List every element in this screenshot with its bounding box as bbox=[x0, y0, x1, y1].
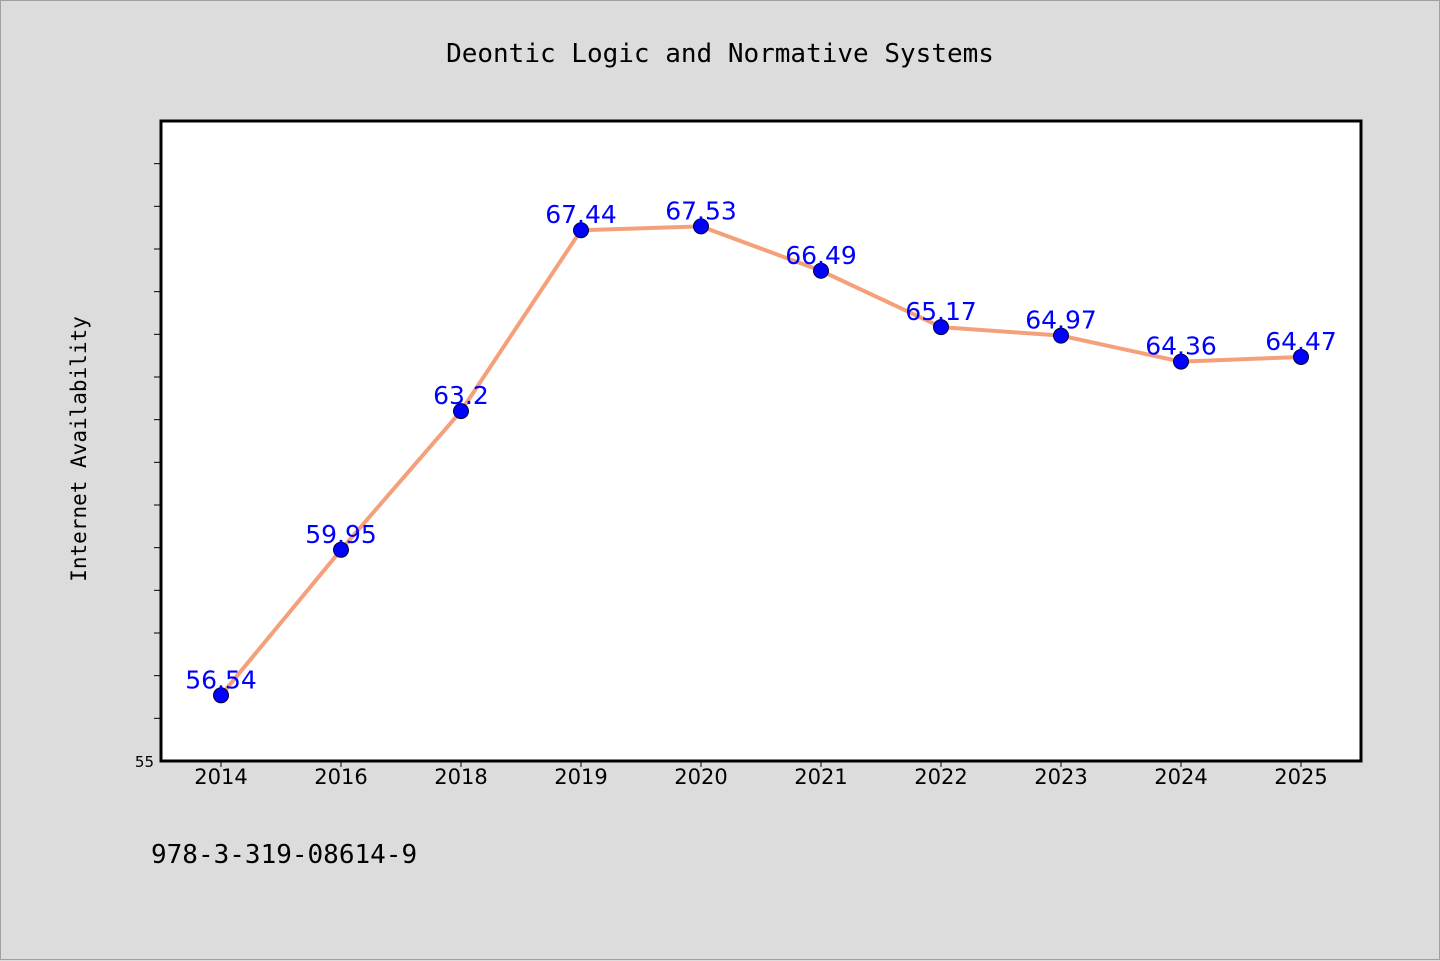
data-label: 67.53 bbox=[665, 196, 737, 225]
x-tick-label: 2025 bbox=[1274, 765, 1327, 789]
data-label: 65.17 bbox=[905, 297, 977, 326]
y-axis-label: Internet Availability bbox=[67, 316, 91, 582]
data-point bbox=[213, 687, 229, 704]
data-labels: 56.54 59.95 63.2 67.44 67.53 66.49 65.17 64.97 6… bbox=[185, 196, 1337, 694]
data-label: 56.54 bbox=[185, 665, 257, 694]
data-label: 64.47 bbox=[1265, 327, 1337, 356]
y-axis-ticks: 55 bbox=[135, 163, 161, 771]
data-point bbox=[573, 222, 589, 239]
data-point bbox=[1053, 327, 1069, 344]
data-point bbox=[1173, 353, 1189, 370]
x-tick-label: 2014 bbox=[194, 765, 247, 789]
x-tick-label: 2022 bbox=[914, 765, 967, 789]
x-axis: 2014 2016 2018 2019 2020 2021 2022 2023 2024 2025 bbox=[194, 761, 1328, 789]
chart-title: Deontic Logic and Normative Systems bbox=[446, 39, 994, 69]
x-tick-label: 2019 bbox=[554, 765, 607, 789]
data-label: 59.95 bbox=[305, 520, 377, 549]
x-tick-label: 2024 bbox=[1154, 765, 1207, 789]
data-label: 64.97 bbox=[1025, 306, 1097, 335]
data-point bbox=[333, 541, 349, 558]
y-tick-label: 55 bbox=[135, 753, 154, 771]
data-point bbox=[693, 218, 709, 235]
data-label: 63.2 bbox=[433, 381, 489, 410]
data-markers bbox=[213, 218, 1309, 704]
x-tick-label: 2020 bbox=[674, 765, 727, 789]
data-point bbox=[453, 403, 469, 420]
data-point bbox=[813, 262, 829, 279]
x-tick-label: 2018 bbox=[434, 765, 487, 789]
x-tick-label: 2021 bbox=[794, 765, 847, 789]
data-label: 64.36 bbox=[1145, 332, 1217, 361]
data-label: 66.49 bbox=[785, 241, 857, 270]
data-label: 67.44 bbox=[545, 200, 617, 229]
series-line bbox=[219, 224, 1302, 697]
data-point bbox=[1293, 348, 1309, 365]
x-tick-label: 2016 bbox=[314, 765, 367, 789]
x-tick-label: 2023 bbox=[1034, 765, 1087, 789]
isbn-footer: 978-3-319-08614-9 bbox=[151, 840, 417, 870]
plot-area bbox=[159, 119, 1363, 763]
data-point bbox=[933, 319, 949, 336]
